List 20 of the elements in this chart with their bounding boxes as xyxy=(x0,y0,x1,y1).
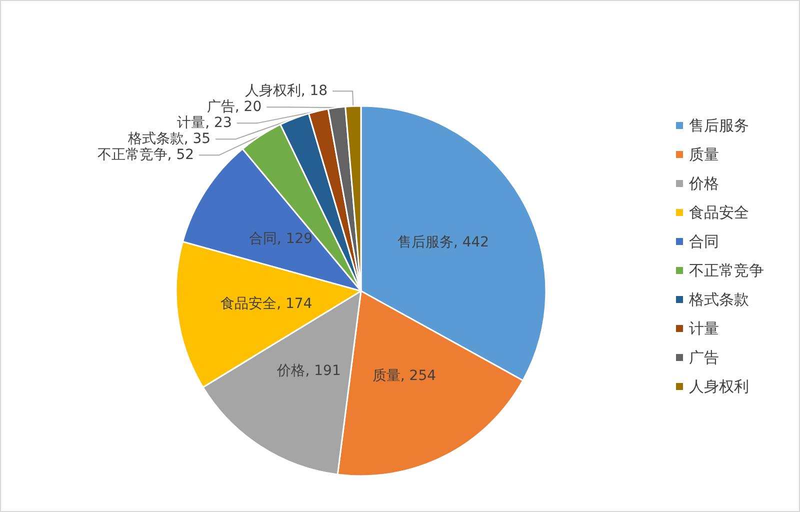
data-label: 合同, 129 xyxy=(248,231,313,248)
data-label: 质量, 254 xyxy=(372,368,436,384)
data-label: 广告, 20 xyxy=(206,99,262,116)
legend-label: 合同 xyxy=(689,232,719,250)
legend-label: 不正常竞争 xyxy=(689,262,764,280)
data-label: 食品安全, 174 xyxy=(220,296,312,312)
legend-label: 人身权利 xyxy=(689,378,749,396)
data-label: 计量, 23 xyxy=(177,115,232,132)
data-label: 价格, 191 xyxy=(276,363,341,380)
legend-label: 格式条款 xyxy=(688,290,749,308)
data-label: 格式条款, 35 xyxy=(126,131,211,148)
legend-label: 计量 xyxy=(689,320,719,338)
legend-label: 售后服务 xyxy=(689,116,749,134)
legend-label: 质量 xyxy=(689,146,719,164)
data-label: 人身权利, 18 xyxy=(244,83,328,100)
legend-label: 价格 xyxy=(688,174,719,192)
legend-label: 广告 xyxy=(689,348,719,366)
data-label: 不正常竞争, 52 xyxy=(97,147,194,164)
data-label: 售后服务, 442 xyxy=(397,234,490,250)
legend-label: 食品安全 xyxy=(689,204,749,222)
